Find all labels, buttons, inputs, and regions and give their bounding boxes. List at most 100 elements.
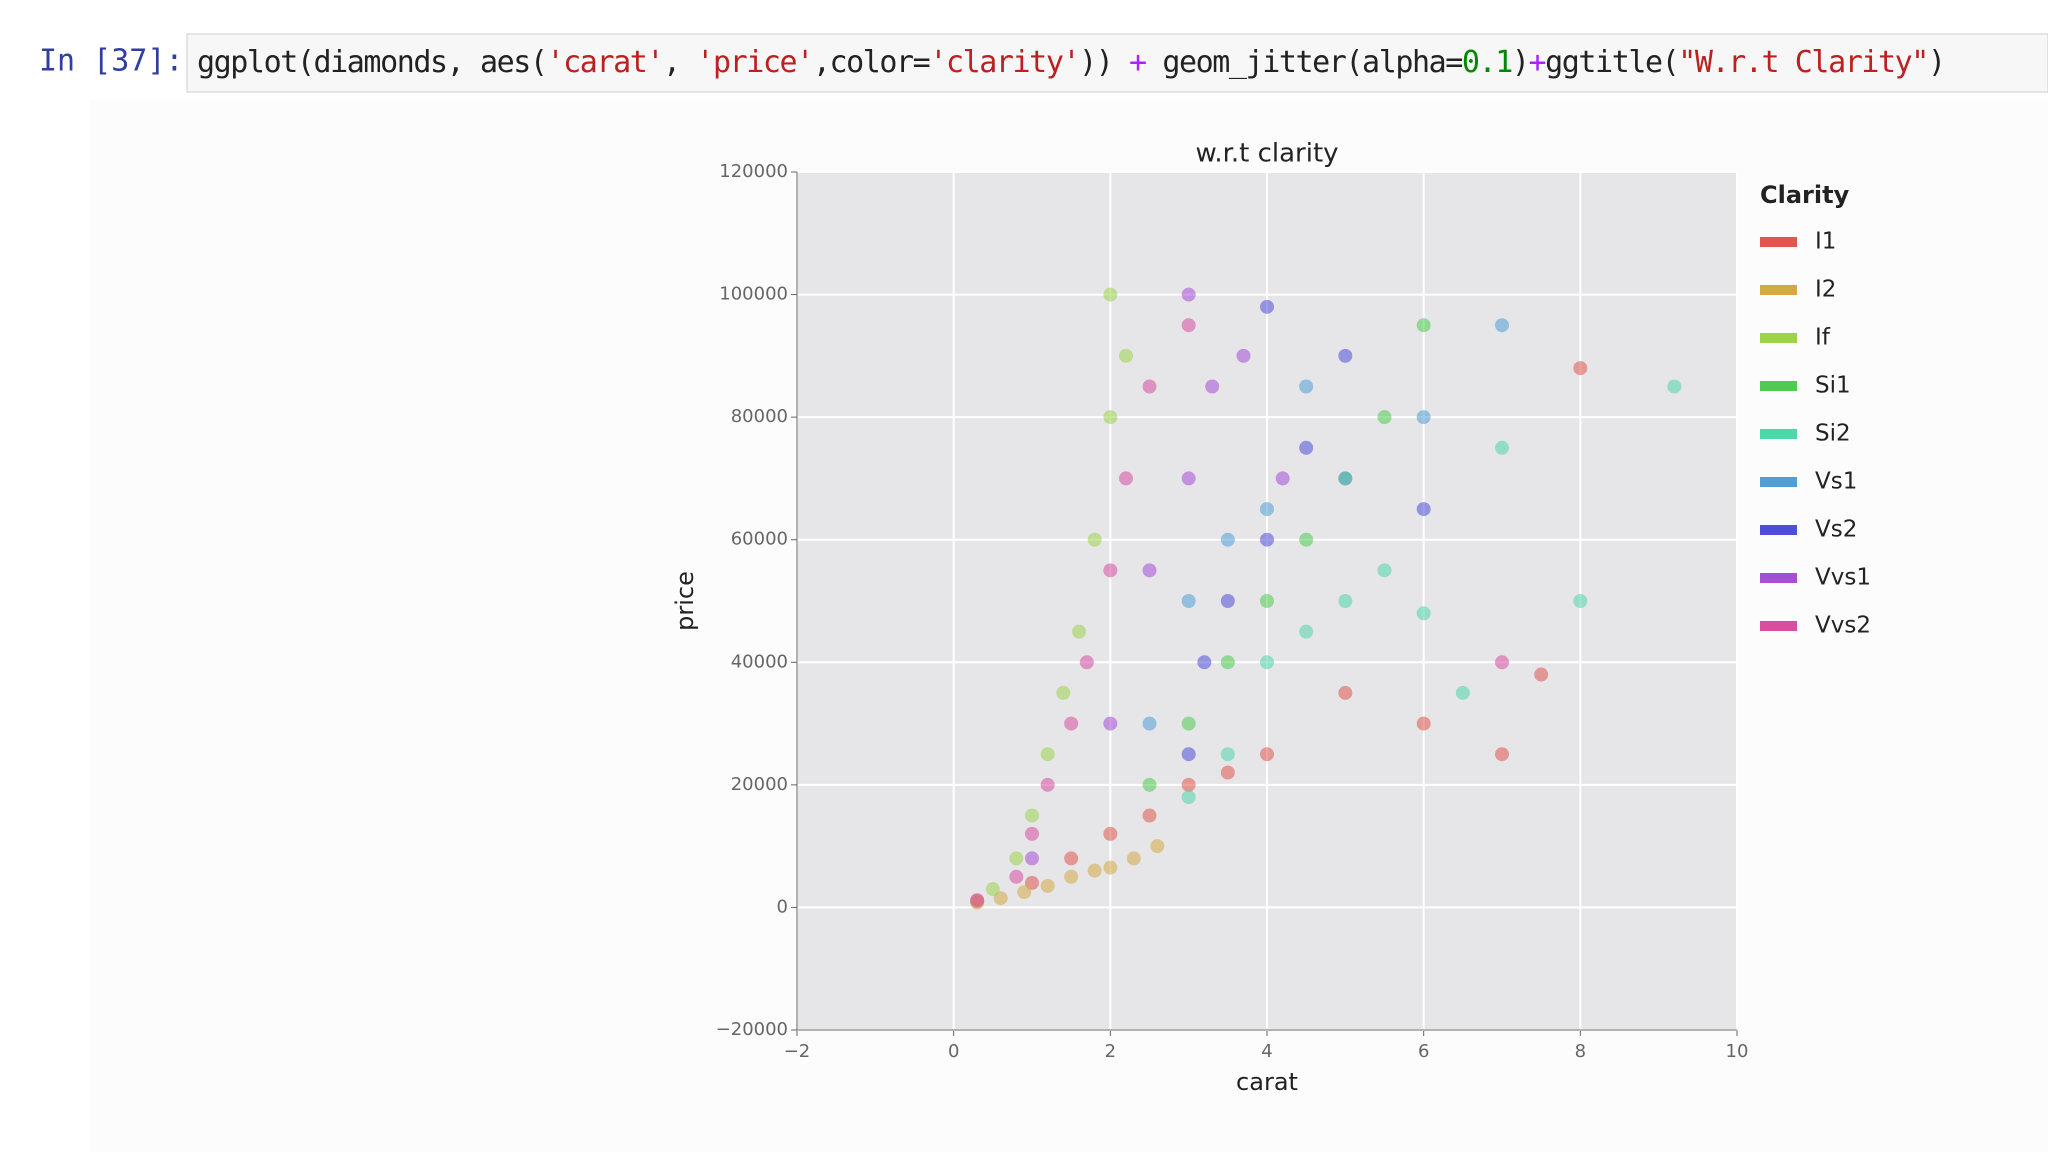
- point: [985, 882, 1000, 897]
- legend-swatch: [1760, 525, 1797, 535]
- legend-label: Si2: [1815, 421, 1851, 447]
- point: [1220, 532, 1235, 547]
- code-token: ggplot(diamonds, aes(: [197, 45, 548, 80]
- point: [1260, 594, 1274, 608]
- code-token: 'price': [696, 45, 814, 80]
- legend-label: Si1: [1815, 373, 1851, 399]
- point: [1220, 765, 1235, 780]
- point: [1299, 532, 1314, 547]
- legend-swatch: [1760, 573, 1797, 583]
- y-axis-label: price: [671, 571, 699, 631]
- point: [1416, 606, 1431, 621]
- code-token: ): [1928, 45, 1946, 80]
- point: [1197, 655, 1212, 670]
- point: [1534, 667, 1549, 682]
- point: [1072, 624, 1086, 639]
- point: [1126, 851, 1141, 866]
- legend-swatch: [1760, 285, 1797, 295]
- point: [1260, 299, 1274, 314]
- x-tick-label: 8: [1575, 1041, 1586, 1062]
- point: [1103, 410, 1118, 425]
- chart-title: w.r.t clarity: [1195, 139, 1338, 169]
- y-tick-label: 100000: [719, 284, 788, 305]
- point: [1119, 348, 1133, 363]
- point: [1299, 624, 1314, 639]
- legend-label: Vvs2: [1815, 613, 1871, 639]
- point: [1025, 826, 1039, 841]
- point: [1260, 747, 1274, 762]
- point: [1181, 777, 1196, 792]
- point: [1025, 851, 1039, 866]
- point: [1142, 563, 1157, 578]
- point: [1338, 594, 1353, 608]
- point: [1299, 379, 1314, 394]
- point: [1103, 287, 1118, 302]
- point: [1220, 655, 1235, 670]
- point: [1181, 471, 1196, 486]
- point: [1103, 716, 1118, 731]
- code-token: "W.r.t Clarity": [1678, 45, 1929, 80]
- point: [1220, 594, 1235, 608]
- code-token: ): [1512, 45, 1530, 80]
- y-tick-label: 40000: [731, 651, 788, 672]
- y-tick-label: 80000: [731, 406, 788, 427]
- point: [1009, 869, 1024, 884]
- point: [1377, 563, 1392, 578]
- point: [1495, 318, 1509, 333]
- point: [993, 891, 1008, 906]
- point: [1495, 747, 1509, 762]
- code-token: )): [1079, 45, 1130, 80]
- point: [1040, 747, 1055, 762]
- point: [1260, 532, 1274, 547]
- point: [1181, 287, 1196, 302]
- legend-swatch: [1760, 477, 1797, 487]
- point: [1025, 808, 1039, 823]
- legend-label: Vs2: [1815, 517, 1857, 543]
- point: [1181, 716, 1196, 731]
- x-tick-label: 2: [1105, 1041, 1116, 1062]
- code-cell[interactable]: [186, 33, 2048, 93]
- legend-swatch: [1760, 621, 1797, 631]
- point: [1338, 348, 1353, 363]
- y-tick-label: 60000: [731, 529, 788, 550]
- legend-label: I1: [1815, 229, 1836, 255]
- prompt: In [37]:: [39, 44, 184, 79]
- point: [1377, 410, 1392, 425]
- point: [1181, 318, 1196, 333]
- point: [1220, 747, 1235, 762]
- y-tick-label: 0: [777, 896, 788, 917]
- point: [1079, 655, 1094, 670]
- point: [1573, 594, 1588, 608]
- legend-label: If: [1815, 325, 1831, 351]
- x-axis-label: carat: [1236, 1068, 1298, 1096]
- point: [1103, 860, 1118, 875]
- point: [1338, 471, 1353, 486]
- point: [1495, 440, 1509, 455]
- point: [1064, 869, 1079, 884]
- point: [1142, 777, 1157, 792]
- point: [1103, 826, 1118, 841]
- point: [1087, 532, 1102, 547]
- point: [1025, 875, 1039, 890]
- x-tick-label: 10: [1726, 1041, 1749, 1062]
- point: [1205, 379, 1220, 394]
- x-tick-label: 4: [1261, 1041, 1272, 1062]
- legend-swatch: [1760, 237, 1797, 247]
- point: [1455, 685, 1470, 700]
- point: [1142, 716, 1157, 731]
- legend-label: Vvs1: [1815, 565, 1871, 591]
- code-token: ,: [663, 45, 698, 80]
- point: [970, 893, 985, 908]
- x-tick-label: 0: [948, 1041, 959, 1062]
- point: [1573, 361, 1588, 376]
- point: [1017, 885, 1032, 900]
- point: [1009, 851, 1024, 866]
- legend-label: Vs1: [1815, 469, 1857, 495]
- point: [1064, 851, 1079, 866]
- code-token: +: [1528, 45, 1546, 80]
- chart: w.r.t clarity carat price −2 0 2 4 6 8 10 −20000 0 2…: [671, 139, 1871, 1097]
- point: [1338, 685, 1353, 700]
- point: [1667, 379, 1682, 394]
- code-token: 'clarity': [929, 45, 1080, 80]
